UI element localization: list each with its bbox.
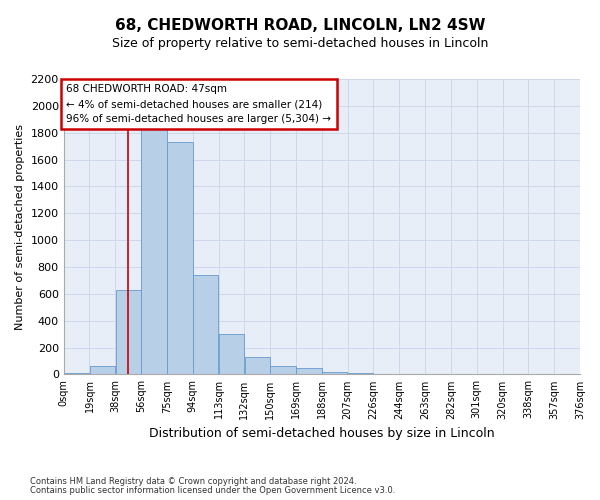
Bar <box>219 334 244 374</box>
Bar <box>116 290 141 374</box>
Bar <box>193 275 218 374</box>
Bar <box>322 372 347 374</box>
Text: Contains public sector information licensed under the Open Government Licence v3: Contains public sector information licen… <box>30 486 395 495</box>
Bar <box>348 373 373 374</box>
Bar <box>271 366 296 374</box>
Text: 68, CHEDWORTH ROAD, LINCOLN, LN2 4SW: 68, CHEDWORTH ROAD, LINCOLN, LN2 4SW <box>115 18 485 32</box>
Y-axis label: Number of semi-detached properties: Number of semi-detached properties <box>15 124 25 330</box>
X-axis label: Distribution of semi-detached houses by size in Lincoln: Distribution of semi-detached houses by … <box>149 427 494 440</box>
Text: Contains HM Land Registry data © Crown copyright and database right 2024.: Contains HM Land Registry data © Crown c… <box>30 477 356 486</box>
Bar <box>64 373 89 374</box>
Text: 68 CHEDWORTH ROAD: 47sqm
← 4% of semi-detached houses are smaller (214)
96% of s: 68 CHEDWORTH ROAD: 47sqm ← 4% of semi-de… <box>67 84 331 124</box>
Bar <box>89 366 115 374</box>
Bar <box>245 357 270 374</box>
Bar <box>142 128 167 374</box>
Text: Size of property relative to semi-detached houses in Lincoln: Size of property relative to semi-detach… <box>112 38 488 51</box>
Bar <box>296 368 322 374</box>
Bar <box>167 142 193 374</box>
